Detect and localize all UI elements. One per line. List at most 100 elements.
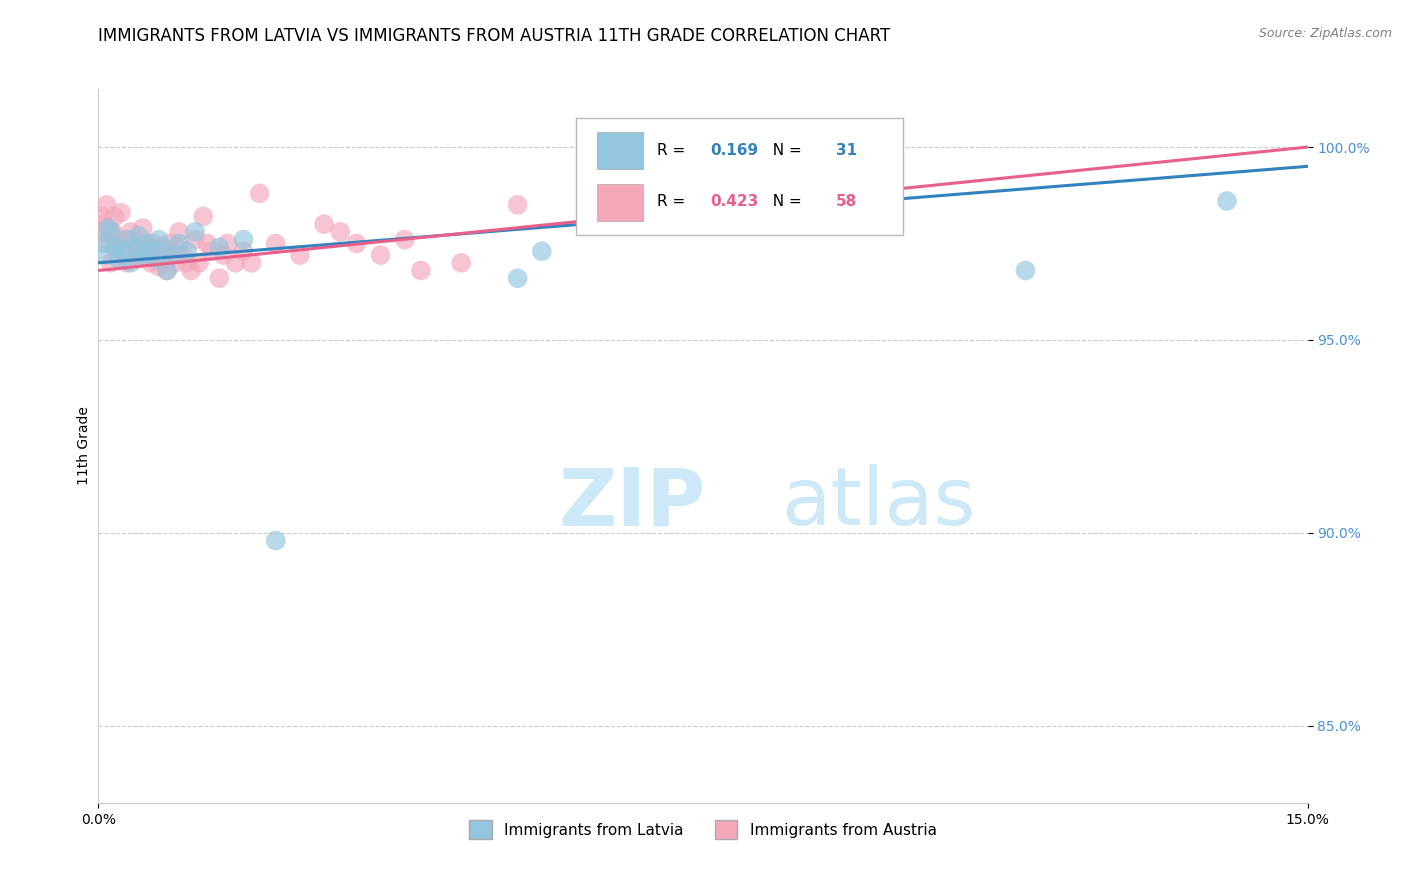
Point: [506, 271, 529, 285]
Point: [100, 225, 122, 239]
Text: R =: R =: [657, 194, 690, 209]
Point: [107, 252, 129, 266]
Point: [167, 236, 190, 251]
Point: [344, 236, 367, 251]
Point: [409, 263, 432, 277]
Point: [217, 236, 239, 251]
Point: [1216, 194, 1239, 208]
Point: [188, 256, 211, 270]
Point: [96, 248, 118, 262]
Point: [128, 228, 150, 243]
Point: [156, 263, 179, 277]
Point: [180, 263, 202, 277]
Point: [167, 225, 190, 239]
Point: [370, 248, 392, 262]
Point: [152, 248, 174, 262]
Point: [1014, 263, 1036, 277]
Point: [128, 244, 150, 259]
Text: 58: 58: [837, 194, 858, 209]
Point: [530, 244, 553, 259]
Point: [118, 233, 141, 247]
Text: ZIP: ZIP: [558, 464, 706, 542]
Point: [120, 225, 142, 239]
Point: [139, 256, 162, 270]
Point: [132, 248, 155, 262]
Point: [107, 236, 129, 251]
Point: [91, 236, 114, 251]
Point: [111, 244, 134, 259]
Point: [91, 210, 114, 224]
Point: [249, 186, 271, 201]
Point: [91, 217, 114, 231]
Text: atlas: atlas: [782, 464, 976, 542]
Point: [100, 256, 122, 270]
Point: [132, 244, 155, 259]
Point: [134, 236, 156, 251]
Point: [103, 210, 125, 224]
Point: [208, 240, 231, 254]
Point: [240, 256, 263, 270]
Point: [232, 244, 254, 259]
Point: [111, 244, 134, 259]
Point: [124, 240, 146, 254]
Point: [232, 233, 254, 247]
Point: [110, 205, 132, 219]
Point: [176, 244, 198, 259]
Text: IMMIGRANTS FROM LATVIA VS IMMIGRANTS FROM AUSTRIA 11TH GRADE CORRELATION CHART: IMMIGRANTS FROM LATVIA VS IMMIGRANTS FRO…: [98, 27, 890, 45]
Point: [127, 252, 149, 266]
Point: [166, 240, 188, 254]
Point: [135, 248, 157, 262]
Point: [105, 240, 128, 254]
Text: Source: ZipAtlas.com: Source: ZipAtlas.com: [1258, 27, 1392, 40]
Point: [450, 256, 472, 270]
Point: [195, 236, 218, 251]
Text: 0.169: 0.169: [710, 143, 758, 158]
FancyBboxPatch shape: [576, 118, 903, 235]
Point: [264, 236, 287, 251]
FancyBboxPatch shape: [596, 185, 643, 221]
Point: [314, 217, 336, 231]
Text: N =: N =: [763, 194, 807, 209]
Point: [160, 248, 183, 262]
FancyBboxPatch shape: [596, 132, 643, 169]
Legend: Immigrants from Latvia, Immigrants from Austria: Immigrants from Latvia, Immigrants from …: [463, 814, 943, 845]
Point: [264, 533, 287, 548]
Point: [200, 244, 222, 259]
Point: [176, 256, 198, 270]
Point: [184, 233, 207, 247]
Point: [148, 260, 170, 274]
Point: [208, 271, 231, 285]
Point: [97, 221, 120, 235]
Point: [193, 210, 215, 224]
Point: [156, 263, 179, 277]
Point: [132, 221, 155, 235]
Text: N =: N =: [763, 143, 807, 158]
Point: [105, 233, 128, 247]
Point: [143, 252, 166, 266]
Point: [160, 244, 183, 259]
Point: [394, 233, 416, 247]
Text: 31: 31: [837, 143, 858, 158]
Point: [142, 236, 165, 251]
Point: [97, 236, 120, 251]
Point: [506, 198, 529, 212]
Point: [101, 225, 124, 239]
Point: [152, 240, 174, 254]
Point: [288, 248, 311, 262]
Point: [115, 233, 138, 247]
Point: [157, 236, 180, 251]
Point: [139, 244, 162, 259]
Point: [143, 248, 166, 262]
Point: [184, 225, 207, 239]
Text: R =: R =: [657, 143, 690, 158]
Point: [163, 256, 186, 270]
Text: 0.423: 0.423: [710, 194, 758, 209]
Point: [329, 225, 352, 239]
Y-axis label: 11th Grade: 11th Grade: [77, 407, 91, 485]
Point: [120, 256, 142, 270]
Point: [172, 248, 194, 262]
Point: [124, 240, 146, 254]
Point: [148, 233, 170, 247]
Point: [135, 236, 157, 251]
Point: [115, 256, 138, 270]
